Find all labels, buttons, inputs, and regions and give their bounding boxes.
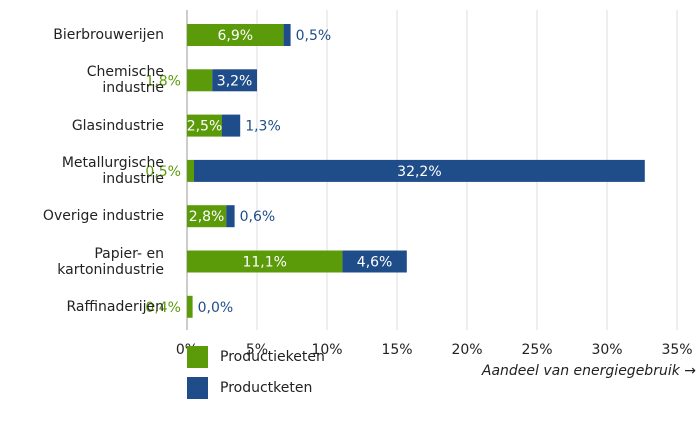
x-tick-label: 30% xyxy=(591,342,622,358)
x-tick-label: 15% xyxy=(381,342,412,358)
bar-segment xyxy=(187,295,193,318)
data-label: 0,5% xyxy=(145,164,181,180)
x-tick-label: 35% xyxy=(661,342,692,358)
bar-segment xyxy=(187,114,222,137)
data-label: 0,0% xyxy=(198,300,234,316)
legend-label: Productieketen xyxy=(220,349,325,365)
data-label: 0,4% xyxy=(145,300,181,316)
data-label: 6,9% xyxy=(218,28,254,44)
y-tick-label: Raffinaderijen xyxy=(66,298,164,315)
bar-segment xyxy=(283,24,291,46)
y-tick-label: Glasindustrie xyxy=(71,117,164,134)
bar-segment xyxy=(187,250,343,273)
data-label: 3,2% xyxy=(217,73,253,89)
bar-segment xyxy=(187,24,284,46)
x-tick-label: 10% xyxy=(311,342,342,358)
data-label: 1,8% xyxy=(145,73,181,89)
data-label: 32,2% xyxy=(397,164,441,180)
bar-segment xyxy=(194,159,645,182)
legend-label: Productketen xyxy=(220,380,312,396)
x-tick-label: 5% xyxy=(246,342,268,358)
y-tick-label: Papier- en kartonindustrie xyxy=(57,245,164,278)
bar-segment xyxy=(222,114,241,137)
bar-segment xyxy=(342,250,407,273)
data-label: 2,8% xyxy=(189,209,225,225)
y-tick-label: Overige industrie xyxy=(42,208,164,225)
data-label: 11,1% xyxy=(242,255,286,271)
data-label: 1,3% xyxy=(245,119,281,135)
bar-segment xyxy=(212,69,257,92)
legend-swatch xyxy=(187,377,208,399)
bar-segment xyxy=(187,205,227,228)
legend-swatch xyxy=(187,346,208,368)
bar-segment xyxy=(226,205,235,228)
data-label: 0,6% xyxy=(240,209,276,225)
data-label: 0,5% xyxy=(296,28,332,44)
x-axis-label: Aandeel van energiegebruik → xyxy=(481,363,696,379)
x-tick-label: 20% xyxy=(451,342,482,358)
y-tick-label: Bierbrouwerijen xyxy=(53,27,164,43)
bar-segment xyxy=(187,159,194,182)
data-label: 4,6% xyxy=(357,255,393,271)
bar-segment xyxy=(187,69,213,92)
y-tick-label: Chemische industrie xyxy=(86,64,164,97)
x-tick-label: 25% xyxy=(521,342,552,358)
y-tick-label: Metallurgische industrie xyxy=(61,154,164,187)
data-label: 2,5% xyxy=(187,119,223,135)
